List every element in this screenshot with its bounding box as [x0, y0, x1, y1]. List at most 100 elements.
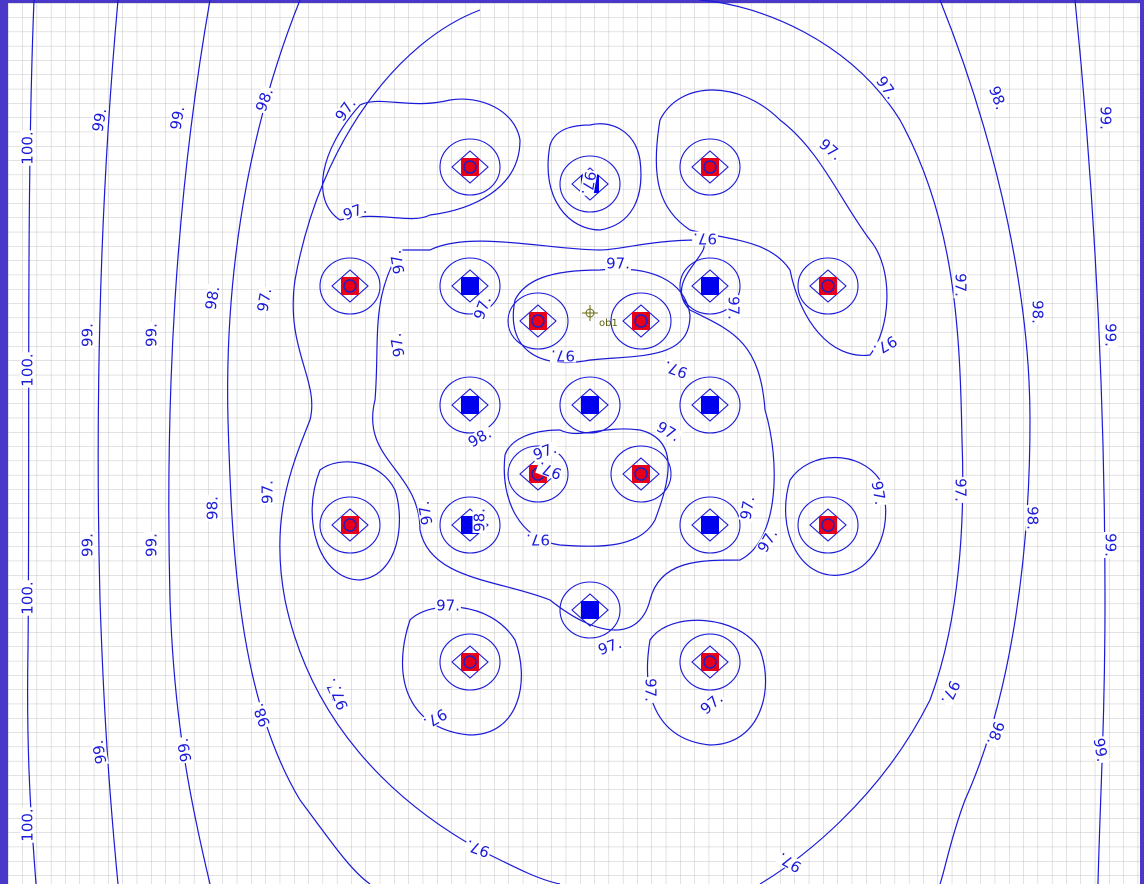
contour-label: 100. [19, 581, 37, 614]
label-background [416, 499, 435, 528]
well-contour [439, 257, 501, 315]
contour-label: 100. [19, 131, 37, 164]
label-background [90, 738, 109, 767]
label-background [1103, 322, 1118, 348]
label-background [20, 807, 35, 843]
well-contour [679, 633, 741, 691]
contour-label: 97. [725, 296, 743, 320]
well-contour [809, 269, 847, 303]
well-contour [559, 581, 621, 639]
contour-label: 98. [471, 508, 489, 532]
well-contour [691, 645, 729, 679]
contour-label: 97. [415, 500, 437, 527]
well-contour [679, 496, 741, 554]
label-background [579, 169, 598, 198]
pumping-well-ring [634, 467, 648, 481]
contour-label: 100. [19, 353, 37, 386]
label-background [90, 105, 109, 134]
label-background [775, 849, 805, 875]
label-background [984, 718, 1007, 748]
label-background [755, 526, 781, 556]
label-background [605, 256, 631, 271]
contour-label: 98. [1029, 300, 1047, 324]
pumping-well-ring [634, 314, 648, 328]
contour [547, 123, 642, 231]
label-background [255, 285, 274, 314]
injection-well [581, 601, 599, 619]
contour [227, 0, 371, 884]
contour [279, 0, 964, 884]
well-contour [691, 269, 729, 303]
contour [402, 606, 522, 736]
well-contour [451, 388, 489, 422]
pumping-well-ring [703, 160, 717, 174]
label-background [953, 477, 968, 503]
contour-label: 99. [1097, 106, 1115, 130]
contour-label: 98. [204, 496, 222, 520]
label-background [1030, 299, 1045, 325]
label-background [250, 700, 273, 730]
contour [785, 456, 887, 576]
contour-label: 99. [79, 323, 97, 347]
well-contour [319, 257, 381, 315]
well-contour [797, 496, 859, 554]
label-background [550, 348, 576, 363]
pumping-well-ring [343, 518, 357, 532]
label-background [463, 837, 493, 860]
contour-label: 100. [19, 808, 37, 841]
contour-label: 99. [167, 105, 189, 132]
well-contour [622, 457, 660, 491]
contour [646, 619, 767, 746]
label-background [168, 103, 187, 132]
well-contour [571, 388, 609, 422]
label-background [388, 331, 407, 360]
well-contour [439, 633, 501, 691]
label-background [472, 507, 487, 533]
well-contour [331, 508, 369, 542]
injection-well [461, 396, 479, 414]
label-background [435, 598, 461, 613]
well-contour [439, 138, 501, 196]
contour-label: 97. [578, 170, 600, 197]
label-background [697, 689, 727, 718]
contour-label: 99. [1090, 737, 1112, 764]
label-background [873, 73, 900, 103]
label-background [20, 352, 35, 388]
label-background [253, 85, 276, 115]
contour [1074, 0, 1106, 884]
contour [168, 0, 211, 884]
contour-label: 99. [79, 533, 97, 557]
pumping-well-ring [343, 279, 357, 293]
contour-label: 98. [1024, 506, 1042, 530]
contour-label: 97. [606, 255, 630, 273]
label-background [815, 135, 845, 164]
contour-label: 97. [387, 332, 409, 359]
label-background [471, 293, 494, 323]
label-background [535, 459, 565, 482]
contour [512, 268, 691, 364]
contour [321, 98, 521, 221]
well-contour [610, 292, 672, 350]
contour-label: 97. [642, 678, 660, 702]
label-background [1025, 505, 1040, 531]
injection-well [701, 396, 719, 414]
label-background [738, 493, 757, 522]
well-contour [451, 269, 489, 303]
label-background [20, 580, 35, 616]
label-background [1103, 532, 1118, 558]
well-contour [507, 292, 569, 350]
label-background [260, 479, 275, 505]
injection-well [701, 277, 719, 295]
label-background [203, 283, 222, 312]
contour-label: 97. [551, 347, 575, 365]
grid [8, 3, 1140, 884]
label-background [388, 248, 407, 277]
label-background [465, 425, 495, 451]
contour-label: 97. [436, 597, 460, 615]
contour-label: 99. [89, 107, 111, 134]
contour [655, 89, 888, 356]
contour-label: 97. [868, 480, 890, 507]
contour-label: 99. [174, 737, 196, 764]
